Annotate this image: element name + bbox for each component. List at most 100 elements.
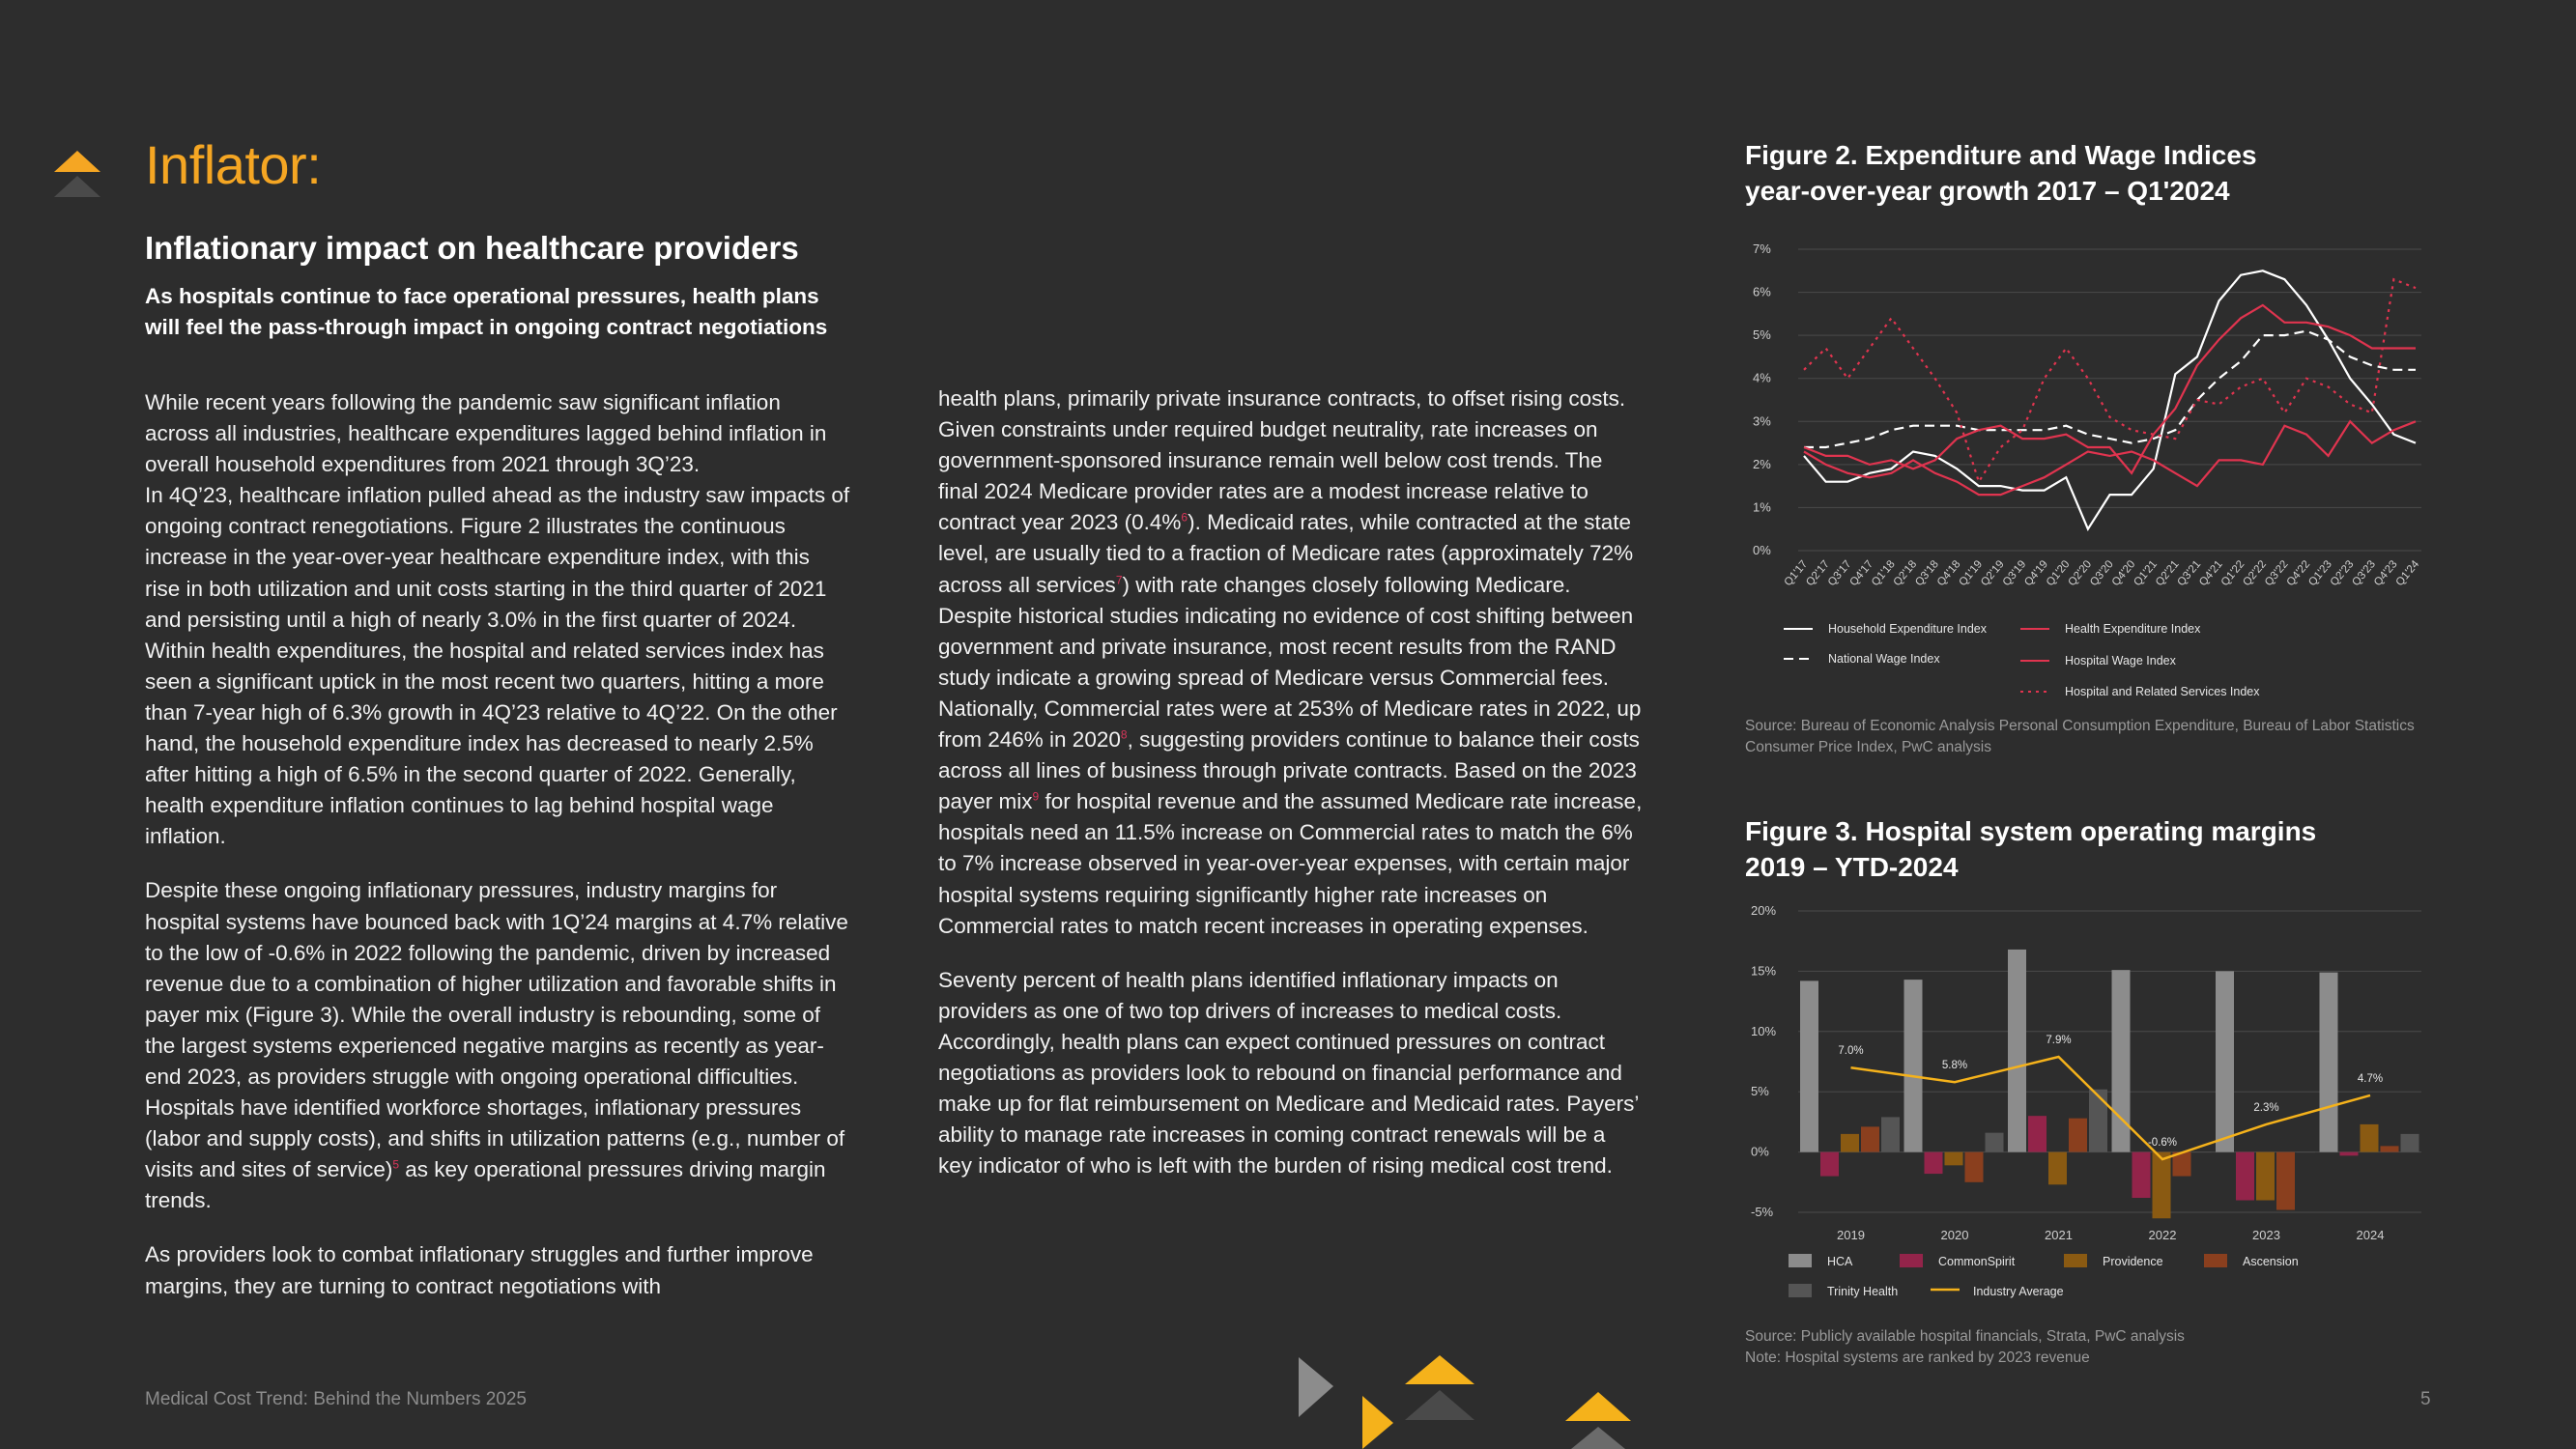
legend-swatch: [1789, 1254, 1812, 1267]
figure-3-title-line-2: 2019 – YTD-2024: [1745, 852, 1959, 882]
bar: [2216, 971, 2234, 1152]
x-tick-label: Q3'22: [2263, 558, 2291, 588]
body-paragraph-2-text: Despite these ongoing inflationary press…: [145, 878, 848, 1182]
series-line-3: [1803, 303, 2416, 475]
text-segment: ). Medicaid rates, while contracted at t…: [938, 510, 1634, 597]
x-tick-label: 2022: [2149, 1228, 2177, 1242]
x-tick-label: Q3'23: [2350, 558, 2378, 588]
bar: [1903, 980, 1923, 1152]
bar: [2360, 1123, 2379, 1152]
x-tick-label: Q1'23: [2306, 558, 2334, 588]
x-tick-label: Q2'21: [2154, 558, 2182, 588]
y-tick-label: 10%: [1751, 1024, 1776, 1038]
x-tick-label: Q1'22: [2219, 558, 2247, 588]
footnote-ref[interactable]: 8: [1120, 727, 1128, 742]
bar: [2400, 1133, 2419, 1152]
series-line-4: [1803, 277, 2417, 485]
y-tick-label: 5%: [1751, 1084, 1769, 1098]
figure-3-source-line: Source: Publicly available hospital fina…: [1745, 1328, 2185, 1345]
x-tick-label: Q3'17: [1826, 558, 1854, 588]
figure-3-title: Figure 3. Hospital system operating marg…: [1745, 813, 2441, 885]
figure-2-title-line-1: Figure 2. Expenditure and Wage Indices: [1745, 140, 2257, 170]
x-tick-label: Q1'17: [1783, 558, 1811, 588]
legend-label: National Wage Index: [1828, 652, 1940, 666]
legend-label: Providence: [2103, 1255, 2163, 1268]
legend-swatch: [1789, 1284, 1812, 1297]
x-tick-label: Q4'22: [2285, 558, 2313, 588]
bar: [2319, 972, 2338, 1152]
series-line-0: [1803, 270, 2417, 532]
figure-3-source: Source: Publicly available hospital fina…: [1745, 1326, 2441, 1369]
title-arrow-icon: [54, 151, 100, 197]
bar: [2028, 1116, 2046, 1152]
section-subtitle: Inflationary impact on healthcare provid…: [145, 230, 799, 266]
text-segment: , suggesting providers continue to balan…: [938, 727, 1640, 814]
x-tick-label: Q4'21: [2197, 558, 2225, 588]
x-tick-label: Q1'20: [2045, 558, 2073, 588]
bar: [2276, 1151, 2295, 1210]
legend-swatch: [1900, 1254, 1923, 1267]
x-tick-label: Q3'19: [2001, 558, 2029, 588]
x-tick-label: 2021: [2045, 1228, 2073, 1242]
body-paragraph-3: As providers look to combat inflationary…: [145, 1242, 814, 1298]
x-tick-label: 2019: [1837, 1228, 1865, 1242]
x-tick-label: Q2'20: [2067, 558, 2095, 588]
bar: [2089, 1089, 2107, 1152]
series-line-1: [1804, 329, 2416, 449]
bar: [2048, 1151, 2067, 1185]
bar: [2192, 1151, 2212, 1153]
figure-2-title: Figure 2. Expenditure and Wage Indices y…: [1745, 137, 2441, 209]
y-tick-label: 4%: [1753, 371, 1771, 385]
legend-label: Industry Average: [1973, 1285, 2064, 1298]
footnote-ref[interactable]: 6: [1181, 510, 1188, 525]
data-label: 7.9%: [2046, 1035, 2071, 1046]
bar: [2380, 1146, 2399, 1152]
body-column-1: While recent years following the pandemi…: [145, 387, 850, 1325]
x-tick-label: Q4'17: [1847, 558, 1875, 588]
legend-label: Hospital Wage Index: [2065, 654, 2177, 668]
footnote-ref[interactable]: 9: [1032, 789, 1040, 804]
page-title: Inflator:: [145, 134, 322, 195]
text-segment: ) with rate changes closely following Me…: [938, 572, 1642, 753]
body-paragraph-1-sentence-a: While recent years following the pandemi…: [145, 390, 827, 477]
figure-2-svg: 0%1%2%3%4%5%6%7%Q1'17Q2'17Q3'17Q4'17Q1'1…: [1753, 242, 2422, 698]
legend-swatch: [2204, 1254, 2227, 1267]
series-line-2: [1803, 419, 2417, 497]
x-tick-label: Q2'17: [1804, 558, 1832, 588]
body-paragraph-5: Seventy percent of health plans identifi…: [938, 967, 1639, 1179]
bar: [2339, 1151, 2359, 1156]
industry-average-line: [1850, 1055, 2371, 1161]
bar: [2152, 1151, 2171, 1219]
figure-3-title-line-1: Figure 3. Hospital system operating marg…: [1745, 816, 2317, 846]
x-tick-label: Q2'19: [1979, 558, 2007, 588]
data-label: 2.3%: [2253, 1102, 2278, 1114]
bar: [1944, 1151, 1963, 1166]
legend-label: Trinity Health: [1827, 1285, 1898, 1298]
x-tick-label: Q1'24: [2394, 558, 2422, 588]
x-tick-label: Q4'20: [2110, 558, 2138, 588]
legend-label: Ascension: [2243, 1255, 2299, 1268]
x-tick-label: Q4'19: [2022, 558, 2050, 588]
x-tick-label: Q2'18: [1892, 558, 1920, 588]
legend-label: CommonSpirit: [1938, 1255, 2016, 1268]
y-tick-label: 7%: [1753, 242, 1771, 256]
x-tick-label: Q4'23: [2372, 558, 2400, 588]
bar: [1861, 1126, 1879, 1152]
bar: [2297, 1151, 2315, 1153]
bar: [2111, 970, 2131, 1152]
footer-document-title: Medical Cost Trend: Behind the Numbers 2…: [145, 1389, 527, 1409]
bar: [1800, 980, 1818, 1152]
lead-paragraph: As hospitals continue to face operationa…: [145, 284, 828, 339]
x-tick-label: Q3'20: [2088, 558, 2116, 588]
figure-2-source: Source: Bureau of Economic Analysis Pers…: [1745, 718, 2415, 755]
bar: [1985, 1132, 2004, 1152]
footnote-ref[interactable]: 7: [1115, 573, 1123, 587]
data-label: -0.6%: [2148, 1137, 2177, 1149]
text-segment: health plans, primarily private insuranc…: [938, 386, 1626, 535]
legend-label: Household Expenditure Index: [1828, 622, 1988, 636]
body-paragraph-2-tail: as key operational pressures driving mar…: [145, 1157, 826, 1213]
body-column-2: health plans, primarily private insuranc…: [938, 384, 1644, 1205]
footnote-ref[interactable]: 5: [392, 1157, 400, 1172]
data-label: 7.0%: [1838, 1045, 1863, 1057]
x-tick-label: Q2'23: [2329, 558, 2357, 588]
